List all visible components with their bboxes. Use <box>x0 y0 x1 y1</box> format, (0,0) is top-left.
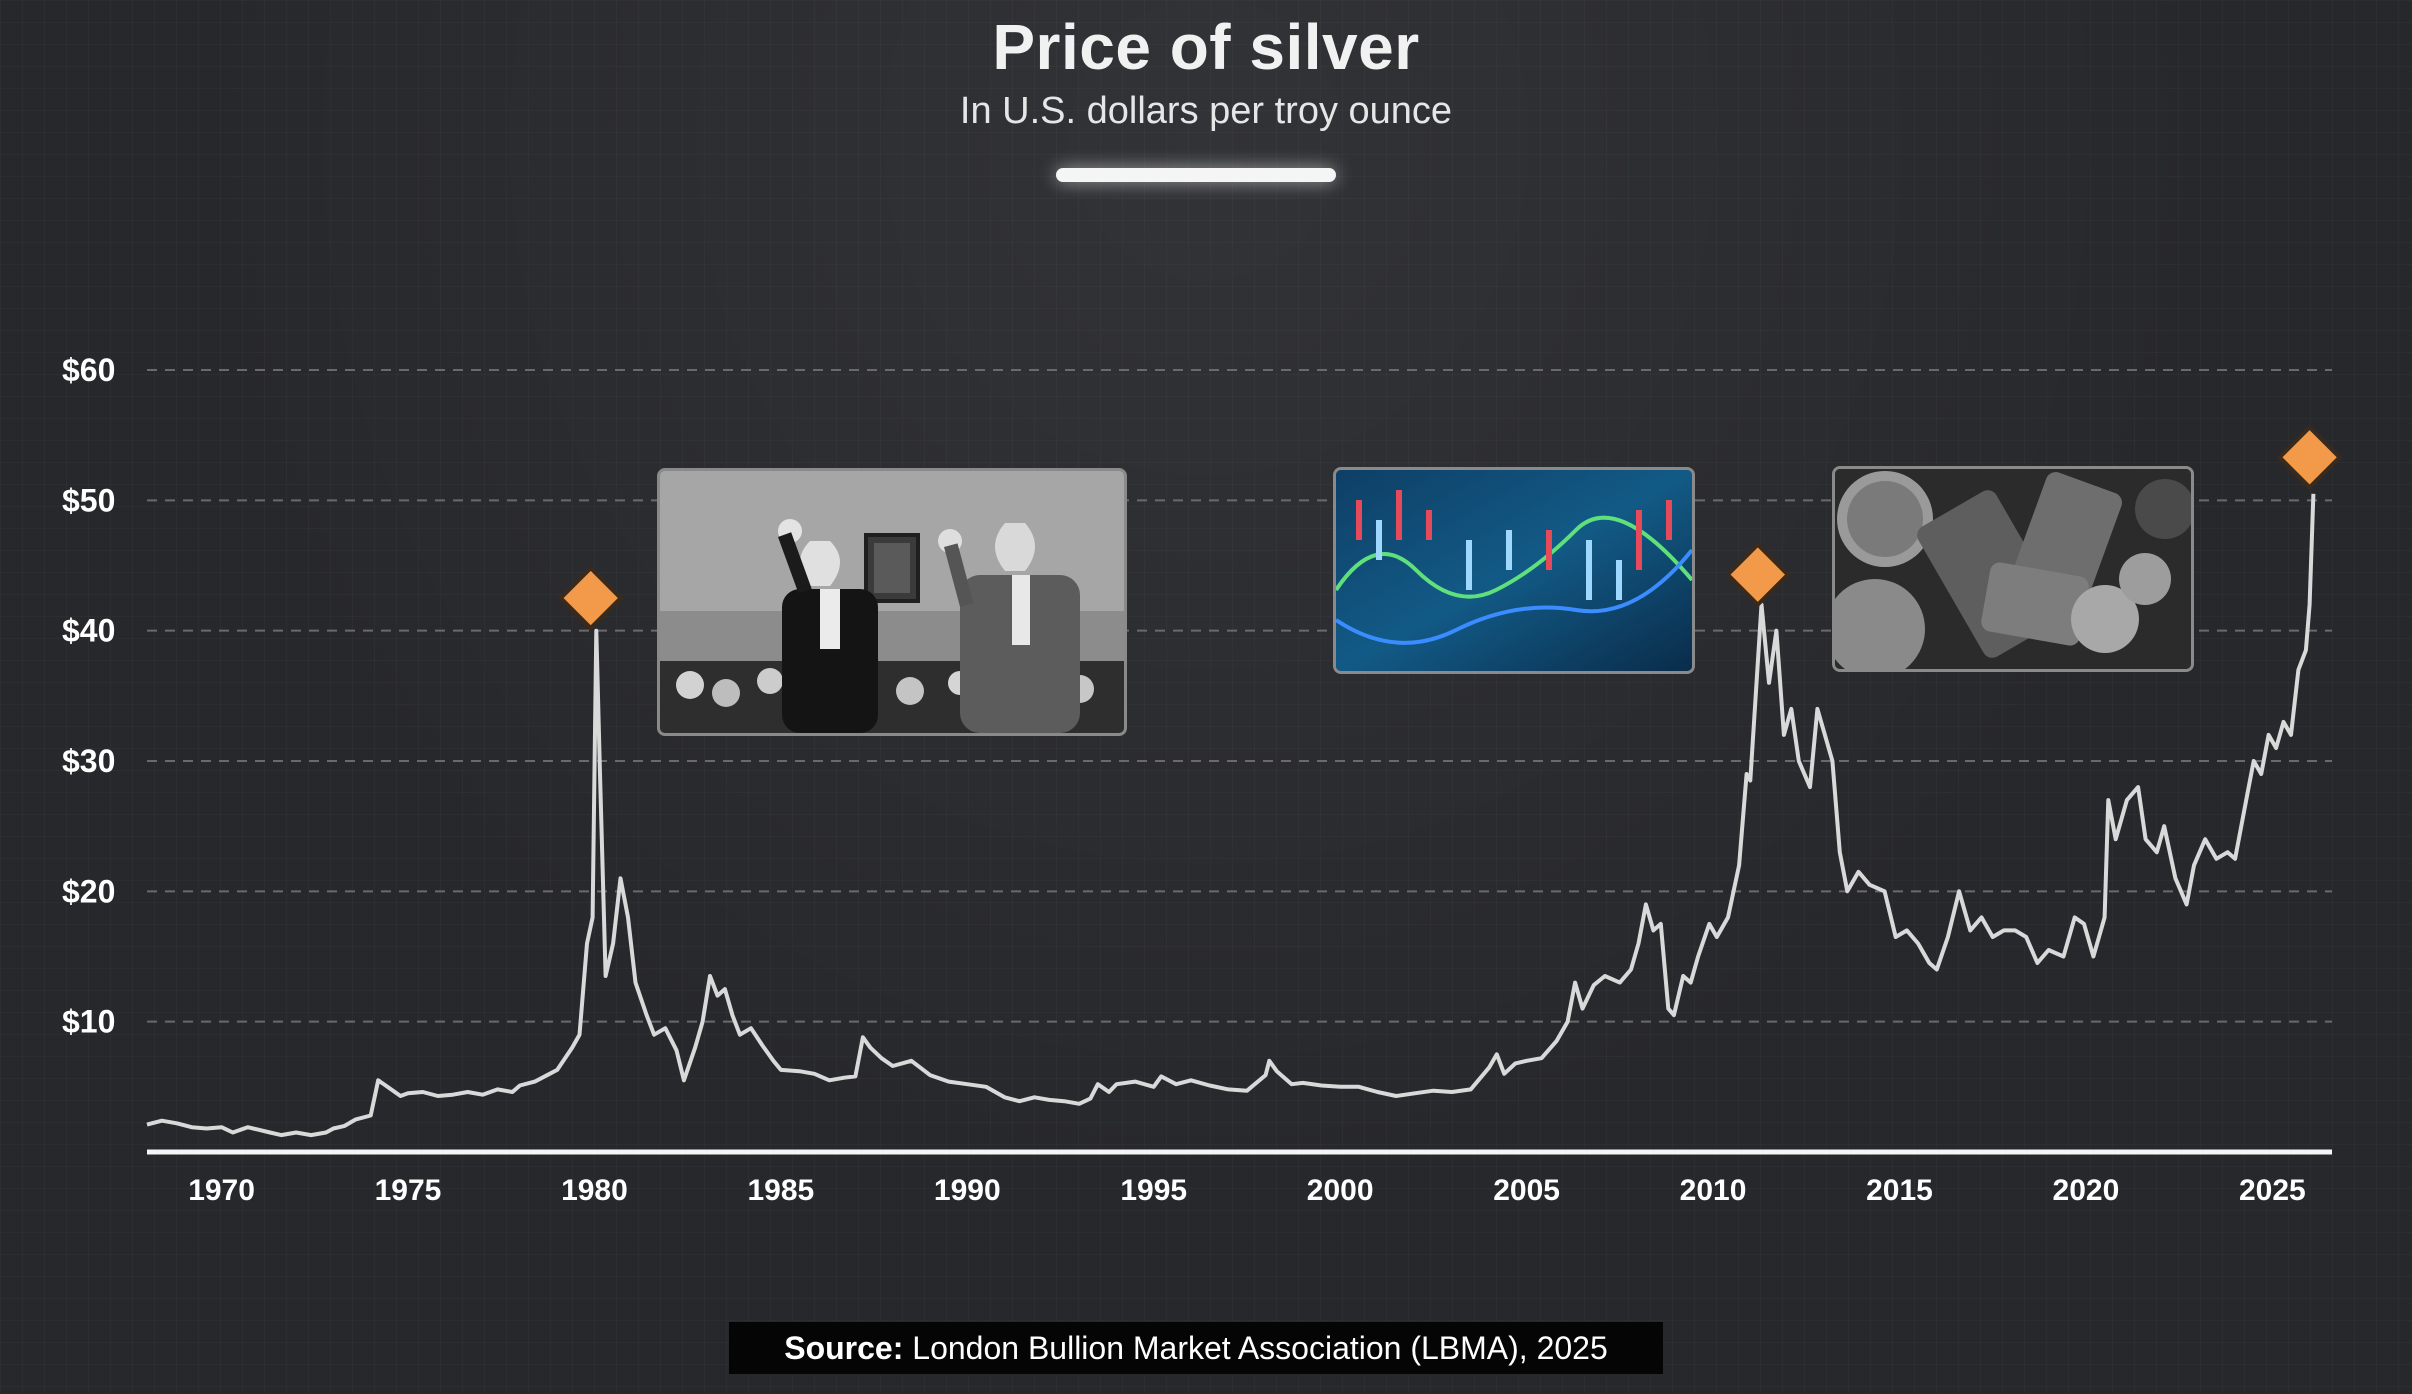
peak-diamond-marker <box>557 565 624 631</box>
x-tick-label: 2025 <box>2239 1174 2306 1207</box>
x-tick-label: 2015 <box>1866 1174 1933 1207</box>
y-tick-label: $50 <box>62 482 115 518</box>
y-tick-label: $10 <box>62 1004 115 1040</box>
peak-diamond-marker <box>2276 424 2343 491</box>
x-tick-label: 2020 <box>2053 1174 2120 1207</box>
y-tick-label: $30 <box>62 743 115 779</box>
photo-icon <box>1835 469 2191 669</box>
chart-title: Price of silver <box>992 11 1420 83</box>
title-underline <box>1056 168 1336 182</box>
source-caption: Source: London Bullion Market Associatio… <box>729 1322 1663 1374</box>
x-tick-label: 1970 <box>188 1174 255 1207</box>
source-label: Source: <box>784 1330 904 1366</box>
y-tick-label: $20 <box>62 873 115 909</box>
x-tick-label: 1985 <box>747 1174 814 1207</box>
x-tick-label: 1980 <box>561 1174 628 1207</box>
x-tick-label: 1990 <box>934 1174 1001 1207</box>
x-tick-label: 1995 <box>1120 1174 1187 1207</box>
y-tick-label: $40 <box>62 613 115 649</box>
silver-bars-coins-photo <box>1832 466 2194 672</box>
source-text: London Bullion Market Association (LBMA)… <box>912 1330 1608 1366</box>
chart-subtitle: In U.S. dollars per troy ounce <box>959 90 1453 132</box>
y-tick-label: $60 <box>62 352 115 388</box>
hunt-brothers-hearing-photo <box>657 468 1127 736</box>
market-candlestick-chart-photo <box>1333 467 1695 674</box>
photo-icon <box>660 471 1124 733</box>
x-tick-label: 2010 <box>1680 1174 1747 1207</box>
silver-price-line <box>146 493 2316 1138</box>
x-tick-label: 2000 <box>1307 1174 1374 1207</box>
x-tick-label: 1975 <box>375 1174 442 1207</box>
x-tick-label: 2005 <box>1493 1174 1560 1207</box>
peak-diamond-marker <box>1724 541 1791 608</box>
photo-icon <box>1336 470 1692 671</box>
